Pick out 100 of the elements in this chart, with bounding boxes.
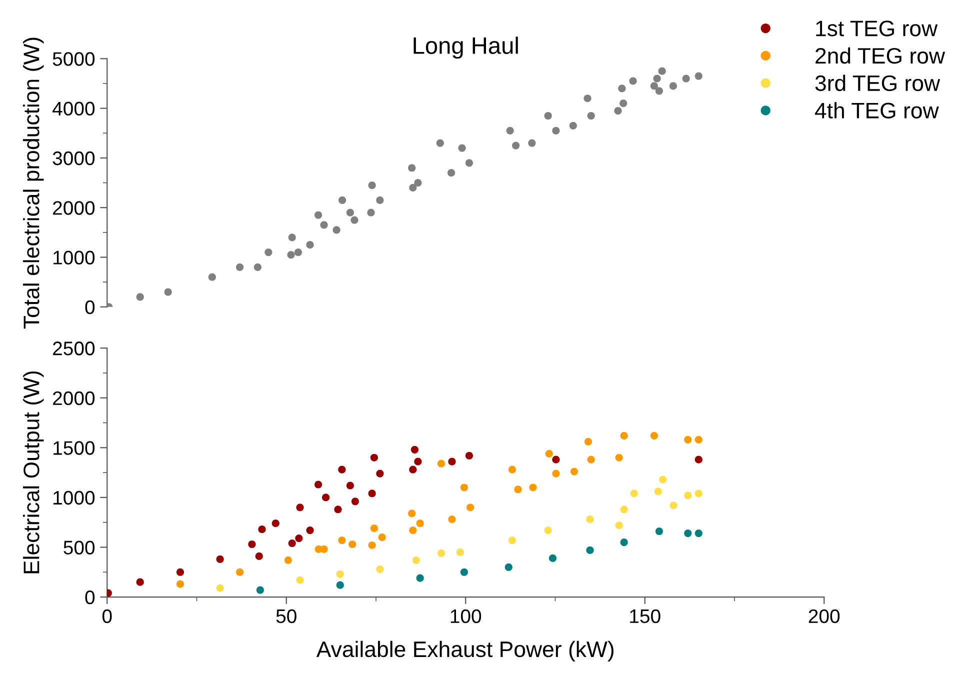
point	[376, 470, 384, 478]
point	[378, 533, 386, 542]
point	[370, 524, 378, 532]
point	[466, 504, 474, 512]
point	[272, 520, 280, 528]
point	[258, 526, 266, 534]
point	[216, 555, 224, 563]
point	[655, 528, 664, 536]
y-tick-label: 5000	[52, 52, 95, 66]
point	[620, 506, 628, 514]
point	[370, 454, 378, 462]
point	[437, 460, 446, 468]
point	[284, 556, 292, 564]
y-tick-label: 0	[85, 590, 95, 604]
point	[465, 159, 473, 167]
point	[288, 234, 296, 242]
point	[528, 139, 536, 147]
point	[458, 144, 466, 152]
point	[552, 126, 560, 134]
point	[416, 520, 424, 528]
point	[615, 522, 623, 530]
y-tick-label: 1500	[54, 441, 95, 455]
point	[350, 216, 358, 224]
point	[584, 438, 592, 446]
point	[447, 169, 456, 177]
point	[650, 432, 658, 440]
point	[412, 556, 420, 564]
legend-label: 3rd TEG row	[815, 74, 940, 92]
point	[409, 526, 417, 534]
point	[236, 263, 244, 271]
point	[294, 248, 302, 256]
point	[670, 502, 678, 510]
point	[508, 466, 516, 474]
x-tick-label: 50	[276, 609, 296, 624]
point	[620, 100, 628, 108]
point	[658, 67, 666, 75]
point	[570, 468, 578, 476]
point	[694, 456, 702, 464]
point	[569, 122, 577, 130]
x-tick-label: 100	[450, 609, 482, 624]
point	[465, 452, 473, 460]
point	[669, 82, 677, 90]
point	[255, 552, 263, 560]
point	[512, 142, 520, 150]
point	[306, 241, 314, 249]
legend-label: 4th TEG row	[814, 102, 939, 118]
x-axis-title: Available Exhaust Power (kW)	[316, 640, 614, 662]
point	[544, 112, 552, 120]
point	[346, 482, 354, 490]
x-tick-label: 200	[808, 609, 840, 624]
y-tick-label: 4000	[52, 102, 95, 116]
y-tick-label: 1000	[54, 490, 95, 505]
point	[436, 139, 444, 147]
point	[264, 248, 272, 256]
point	[587, 112, 595, 120]
y-axis-title: Total electrical production (W)	[23, 38, 44, 329]
point	[288, 539, 296, 548]
point	[176, 580, 184, 588]
point	[295, 534, 303, 542]
point	[615, 454, 623, 462]
point	[332, 226, 340, 234]
point	[416, 574, 424, 582]
point	[136, 293, 144, 301]
point	[629, 77, 637, 85]
point	[314, 480, 322, 488]
y-tick-label: 2000	[53, 391, 95, 406]
y-tick-label: 2500	[53, 342, 95, 356]
point	[552, 470, 560, 478]
x-tick-label: 0	[102, 609, 112, 624]
point	[409, 466, 417, 474]
point	[682, 74, 690, 82]
point	[514, 486, 522, 494]
point	[376, 196, 384, 204]
point	[544, 526, 552, 534]
point	[368, 181, 376, 190]
point	[684, 436, 692, 444]
point	[448, 458, 456, 466]
point	[408, 510, 416, 518]
point	[338, 196, 346, 204]
point	[504, 563, 512, 571]
point	[684, 492, 692, 500]
y-tick-label: 2000	[53, 201, 95, 215]
point	[460, 568, 468, 576]
point	[658, 476, 667, 484]
point	[694, 436, 702, 444]
point	[256, 586, 264, 594]
point	[410, 446, 419, 454]
point	[448, 516, 456, 524]
point	[437, 549, 446, 558]
point	[630, 490, 638, 498]
point	[351, 498, 359, 506]
point	[545, 450, 553, 458]
y-axis-title: Electrical Output (W)	[23, 371, 44, 574]
point	[456, 548, 464, 556]
point	[586, 516, 594, 524]
point	[338, 536, 346, 544]
point	[653, 74, 661, 82]
y-tick-label: 500	[64, 540, 95, 554]
point	[216, 584, 224, 592]
point	[322, 494, 330, 502]
